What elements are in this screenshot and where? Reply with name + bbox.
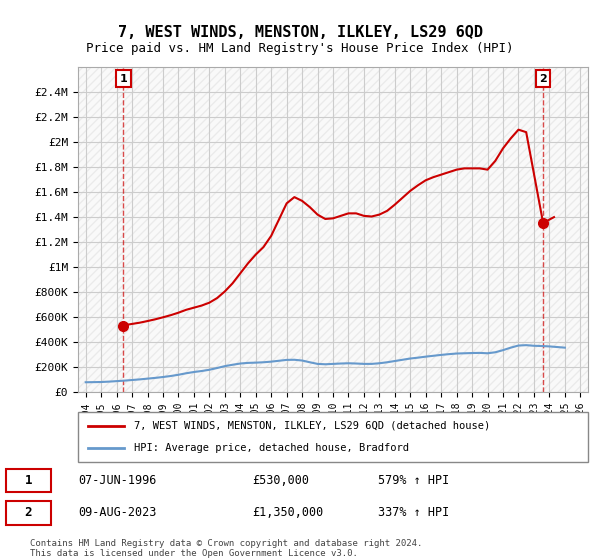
Text: 07-JUN-1996: 07-JUN-1996	[78, 474, 157, 487]
Text: 579% ↑ HPI: 579% ↑ HPI	[378, 474, 449, 487]
Text: 1: 1	[119, 74, 127, 83]
Text: £1,350,000: £1,350,000	[252, 506, 323, 519]
FancyBboxPatch shape	[6, 501, 51, 525]
FancyBboxPatch shape	[6, 469, 51, 492]
Text: 337% ↑ HPI: 337% ↑ HPI	[378, 506, 449, 519]
Text: 7, WEST WINDS, MENSTON, ILKLEY, LS29 6QD (detached house): 7, WEST WINDS, MENSTON, ILKLEY, LS29 6QD…	[134, 421, 490, 431]
Text: 7, WEST WINDS, MENSTON, ILKLEY, LS29 6QD: 7, WEST WINDS, MENSTON, ILKLEY, LS29 6QD	[118, 25, 482, 40]
Text: 2: 2	[539, 74, 547, 83]
Text: Price paid vs. HM Land Registry's House Price Index (HPI): Price paid vs. HM Land Registry's House …	[86, 42, 514, 55]
Text: 09-AUG-2023: 09-AUG-2023	[78, 506, 157, 519]
Text: £530,000: £530,000	[252, 474, 309, 487]
Text: 1: 1	[25, 474, 32, 487]
Text: Contains HM Land Registry data © Crown copyright and database right 2024.
This d: Contains HM Land Registry data © Crown c…	[30, 539, 422, 558]
Text: 2: 2	[25, 506, 32, 519]
FancyBboxPatch shape	[78, 412, 588, 462]
Text: HPI: Average price, detached house, Bradford: HPI: Average price, detached house, Brad…	[134, 443, 409, 453]
